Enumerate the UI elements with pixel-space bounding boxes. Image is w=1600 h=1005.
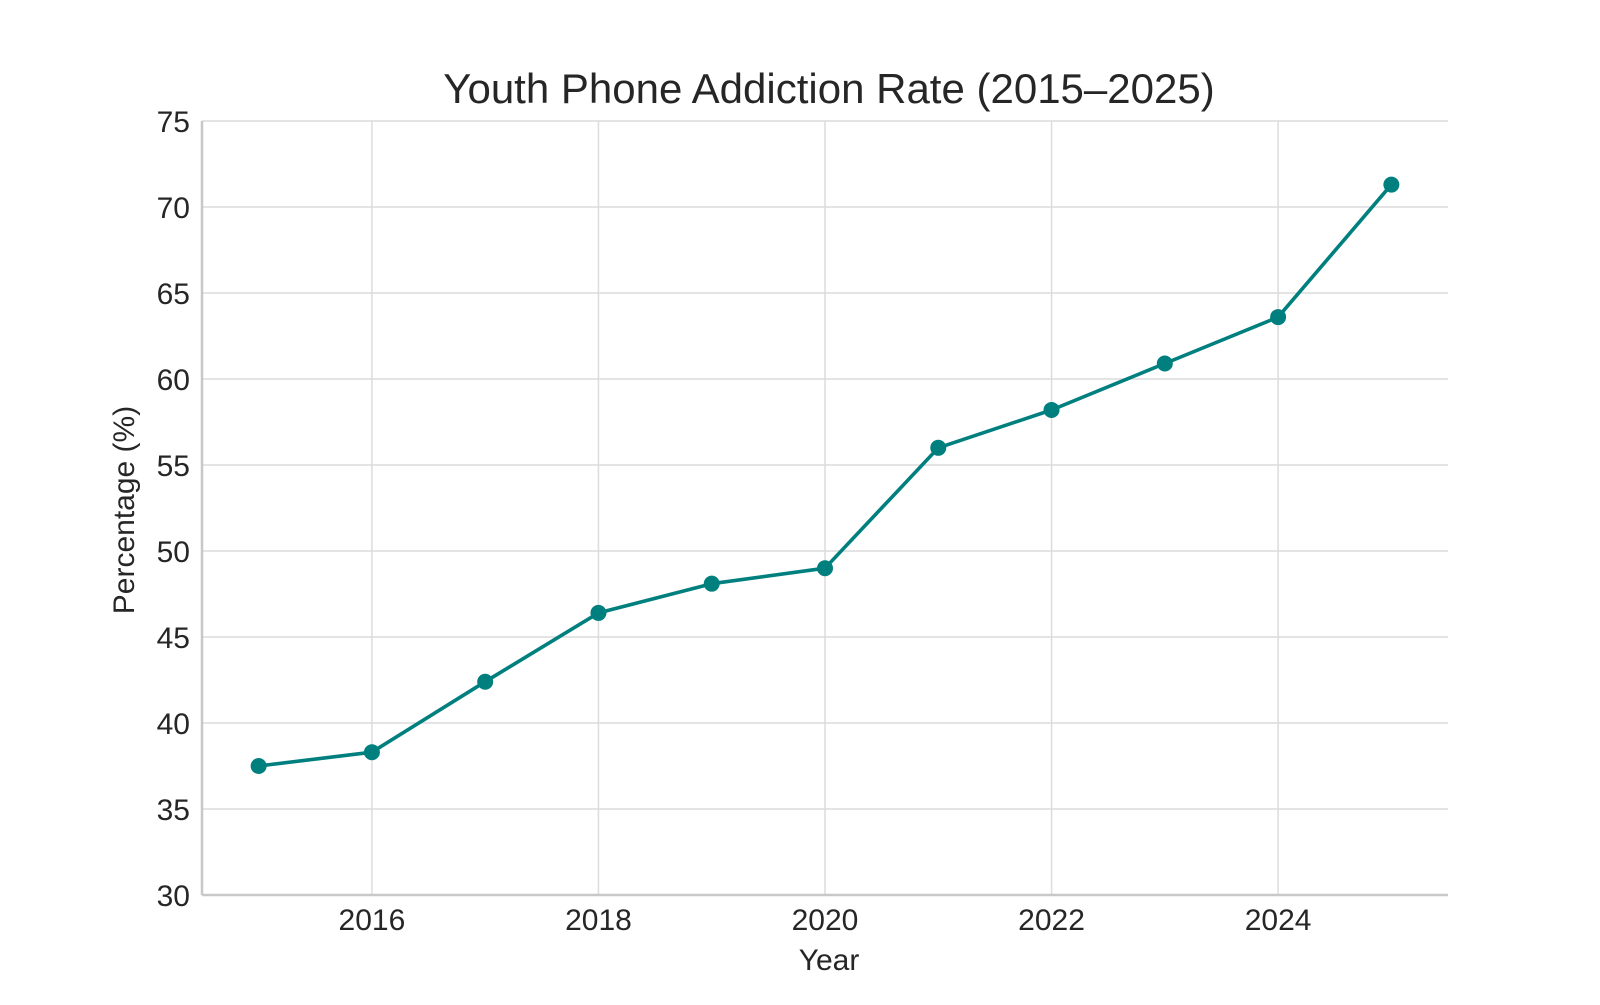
x-axis-label: Year [799,944,860,977]
data-point [363,744,380,761]
data-point [703,575,720,592]
data-point [477,673,494,690]
data-point [1383,176,1400,193]
y-axis-label: Percentage (%) [108,406,141,614]
x-tick-label: 2016 [339,904,406,937]
y-tick-label: 40 [157,708,190,741]
data-point [1156,355,1173,372]
data-point [1270,309,1287,326]
data-point [817,560,833,577]
y-tick-label: 65 [157,278,190,311]
axes [200,121,1448,897]
y-tick-label: 35 [157,794,190,827]
y-tick-label: 50 [157,536,190,569]
grid-lines [202,120,1448,896]
y-tick-label: 60 [157,364,190,397]
y-tick-label: 45 [157,622,190,655]
y-tick-label: 70 [157,192,190,225]
y-tick-label: 55 [157,450,190,483]
chart-title: Youth Phone Addiction Rate (2015–2025) [443,65,1214,112]
y-tick-label: 75 [157,106,190,139]
data-point [930,439,947,456]
y-tick-label: 30 [157,880,190,913]
data-point [250,758,267,774]
data-point [1043,401,1060,418]
data-point [590,604,607,621]
x-tick-label: 2020 [792,904,859,937]
series-layer [250,176,1400,774]
x-tick-label: 2024 [1245,904,1312,937]
x-tick-label: 2022 [1018,904,1085,937]
x-tick-label: 2018 [565,904,632,937]
tick-labels: 30 35 40 45 50 55 60 65 70 75 2016 2018 2020 2022 2024 [157,106,1312,937]
